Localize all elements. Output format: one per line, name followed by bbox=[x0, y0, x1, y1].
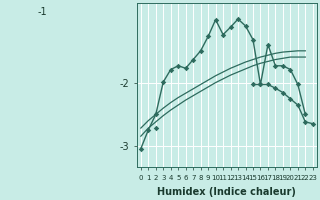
Text: -1: -1 bbox=[38, 7, 47, 17]
X-axis label: Humidex (Indice chaleur): Humidex (Indice chaleur) bbox=[157, 187, 296, 197]
